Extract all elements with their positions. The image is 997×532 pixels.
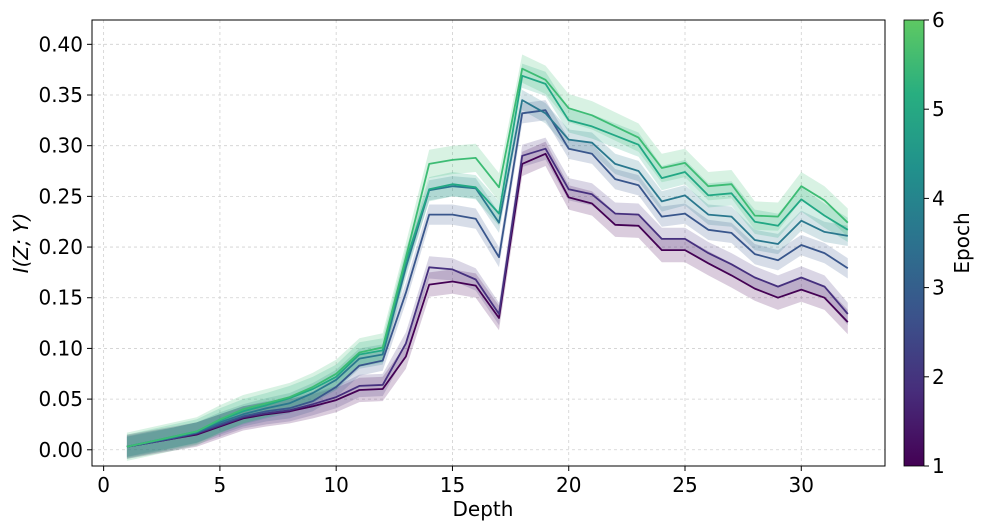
colorbar-label: Epoch xyxy=(950,212,974,273)
colorbar-tick-label: 3 xyxy=(932,276,945,300)
colorbar: 1 2 3 4 5 6 Epoch xyxy=(903,8,974,478)
series-line-epoch-3 xyxy=(126,109,849,448)
y-axis: 0.00 0.05 0.10 0.15 0.20 0.25 0.30 0.35 0.40 xyxy=(38,32,92,462)
x-tick-label: 10 xyxy=(323,473,348,497)
y-tick-label: 0.25 xyxy=(38,184,83,208)
x-tick-label: 0 xyxy=(97,473,110,497)
y-axis-label: I(Z; Y) xyxy=(9,213,33,274)
x-tick-label: 25 xyxy=(672,473,697,497)
colorbar-tick-label: 4 xyxy=(932,186,945,210)
colorbar-gradient xyxy=(903,19,925,467)
series-line-epoch-6 xyxy=(126,67,849,448)
y-tick-label: 0.35 xyxy=(38,83,83,107)
colorbar-tick-label: 2 xyxy=(932,365,945,389)
x-tick-label: 30 xyxy=(789,473,814,497)
series-line-epoch-5 xyxy=(126,74,849,448)
x-axis-label: Depth xyxy=(453,497,514,521)
confidence-band-epoch-1 xyxy=(126,141,848,459)
colorbar-tick-label: 5 xyxy=(932,97,945,121)
x-tick-label: 20 xyxy=(556,473,581,497)
y-tick-label: 0.15 xyxy=(38,286,83,310)
x-tick-label: 5 xyxy=(214,473,227,497)
confidence-band-epoch-6 xyxy=(126,54,848,461)
y-tick-label: 0.30 xyxy=(38,134,83,158)
y-tick-label: 0.00 xyxy=(38,438,83,462)
x-tick-label: 15 xyxy=(440,473,465,497)
y-tick-label: 0.40 xyxy=(38,32,83,56)
series-lines xyxy=(126,67,849,448)
series-line-epoch-1 xyxy=(126,152,849,448)
y-tick-label: 0.10 xyxy=(38,336,83,360)
plot-frame xyxy=(91,19,886,467)
x-axis: 0 5 10 15 20 25 30 xyxy=(97,466,814,497)
y-tick-label: 0.20 xyxy=(38,235,83,259)
y-tick-label: 0.05 xyxy=(38,387,83,411)
confidence-bands xyxy=(126,54,848,461)
colorbar-tick-label: 6 xyxy=(932,8,945,32)
series-line-epoch-2 xyxy=(126,147,849,448)
colorbar-tick-label: 1 xyxy=(932,454,945,478)
confidence-band-epoch-5 xyxy=(126,63,848,459)
grid xyxy=(92,20,885,466)
series-line-epoch-4 xyxy=(126,99,848,448)
